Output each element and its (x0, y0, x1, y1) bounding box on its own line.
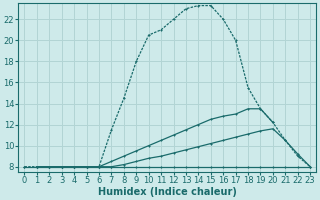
X-axis label: Humidex (Indice chaleur): Humidex (Indice chaleur) (98, 187, 237, 197)
